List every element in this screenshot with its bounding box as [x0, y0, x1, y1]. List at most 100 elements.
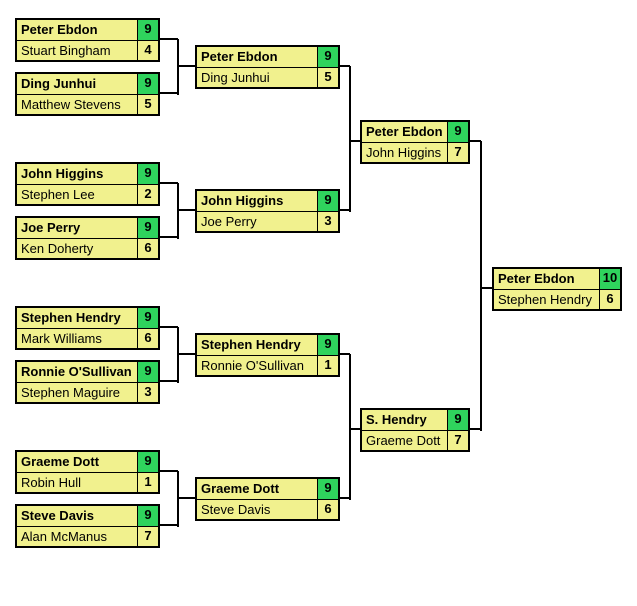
connector-line: [160, 380, 178, 382]
player-row: Peter Ebdon10: [494, 269, 620, 289]
player-score: 9: [317, 47, 338, 67]
connector-line: [177, 471, 179, 527]
player-score: 9: [137, 218, 158, 238]
connector-line: [160, 92, 178, 94]
connector-line: [178, 497, 196, 499]
connector-line: [178, 65, 196, 67]
player-score: 5: [137, 95, 158, 114]
player-name: Mark Williams: [17, 329, 137, 348]
player-score: 9: [447, 122, 468, 142]
connector-line: [349, 354, 351, 500]
player-score: 9: [137, 308, 158, 328]
player-row: John Higgins9: [197, 191, 338, 211]
player-row: Ken Doherty6: [17, 238, 158, 258]
match-box: Peter Ebdon10Stephen Hendry6: [492, 267, 622, 311]
connector-line: [349, 66, 351, 212]
player-score: 1: [317, 356, 338, 375]
player-score: 1: [137, 473, 158, 492]
player-name: Steve Davis: [17, 506, 137, 526]
player-row: Graeme Dott9: [17, 452, 158, 472]
player-name: Peter Ebdon: [494, 269, 599, 289]
connector-line: [350, 428, 360, 430]
player-name: Joe Perry: [197, 212, 317, 231]
match-box: Graeme Dott9Steve Davis6: [195, 477, 340, 521]
connector-line: [481, 287, 492, 289]
connector-line: [160, 236, 178, 238]
player-name: Alan McManus: [17, 527, 137, 546]
player-row: Stephen Lee2: [17, 184, 158, 204]
player-name: Peter Ebdon: [362, 122, 447, 142]
match-box: Peter Ebdon9John Higgins7: [360, 120, 470, 164]
player-row: Joe Perry9: [17, 218, 158, 238]
player-name: Ronnie O'Sullivan: [197, 356, 317, 375]
player-score: 5: [317, 68, 338, 87]
match-box: Joe Perry9Ken Doherty6: [15, 216, 160, 260]
player-score: 6: [317, 500, 338, 519]
player-name: Stephen Hendry: [197, 335, 317, 355]
player-score: 6: [599, 290, 620, 309]
player-row: Ronnie O'Sullivan1: [197, 355, 338, 375]
player-score: 3: [317, 212, 338, 231]
player-row: Matthew Stevens5: [17, 94, 158, 114]
player-name: Robin Hull: [17, 473, 137, 492]
connector-line: [160, 38, 178, 40]
player-score: 6: [137, 329, 158, 348]
player-name: Matthew Stevens: [17, 95, 137, 114]
connector-line: [160, 470, 178, 472]
player-score: 9: [137, 362, 158, 382]
player-score: 7: [447, 143, 468, 162]
player-score: 9: [137, 20, 158, 40]
player-row: Stephen Hendry9: [197, 335, 338, 355]
player-score: 3: [137, 383, 158, 402]
player-name: Stephen Hendry: [494, 290, 599, 309]
match-box: Ding Junhui9Matthew Stevens5: [15, 72, 160, 116]
connector-line: [480, 141, 482, 431]
player-row: Graeme Dott9: [197, 479, 338, 499]
player-score: 6: [137, 239, 158, 258]
player-row: John Higgins9: [17, 164, 158, 184]
player-name: Stephen Lee: [17, 185, 137, 204]
connector-line: [177, 39, 179, 95]
player-score: 9: [317, 191, 338, 211]
player-row: Peter Ebdon9: [17, 20, 158, 40]
player-name: Graeme Dott: [17, 452, 137, 472]
match-box: John Higgins9Joe Perry3: [195, 189, 340, 233]
player-row: Robin Hull1: [17, 472, 158, 492]
player-row: Stephen Maguire3: [17, 382, 158, 402]
player-name: John Higgins: [362, 143, 447, 162]
player-name: Steve Davis: [197, 500, 317, 519]
player-name: Ken Doherty: [17, 239, 137, 258]
player-score: 9: [317, 335, 338, 355]
connector-line: [178, 209, 196, 211]
player-row: S. Hendry9: [362, 410, 468, 430]
player-name: Peter Ebdon: [197, 47, 317, 67]
player-name: John Higgins: [197, 191, 317, 211]
player-score: 9: [137, 74, 158, 94]
player-row: Stuart Bingham4: [17, 40, 158, 60]
match-box: Peter Ebdon9Stuart Bingham4: [15, 18, 160, 62]
player-name: Ronnie O'Sullivan: [17, 362, 137, 382]
player-row: Ding Junhui9: [17, 74, 158, 94]
player-score: 9: [137, 506, 158, 526]
player-row: Stephen Hendry9: [17, 308, 158, 328]
player-score: 9: [447, 410, 468, 430]
player-score: 7: [447, 431, 468, 450]
player-row: Alan McManus7: [17, 526, 158, 546]
player-row: Ding Junhui5: [197, 67, 338, 87]
connector-line: [160, 524, 178, 526]
player-score: 9: [317, 479, 338, 499]
match-box: Graeme Dott9Robin Hull1: [15, 450, 160, 494]
player-score: 7: [137, 527, 158, 546]
player-name: Graeme Dott: [197, 479, 317, 499]
player-row: Stephen Hendry6: [494, 289, 620, 309]
player-row: John Higgins7: [362, 142, 468, 162]
match-box: Stephen Hendry9Ronnie O'Sullivan1: [195, 333, 340, 377]
player-name: S. Hendry: [362, 410, 447, 430]
player-name: Graeme Dott: [362, 431, 447, 450]
player-name: Stuart Bingham: [17, 41, 137, 60]
player-row: Steve Davis9: [17, 506, 158, 526]
player-name: Stephen Maguire: [17, 383, 137, 402]
match-box: Stephen Hendry9Mark Williams6: [15, 306, 160, 350]
player-name: Stephen Hendry: [17, 308, 137, 328]
connector-line: [177, 183, 179, 239]
